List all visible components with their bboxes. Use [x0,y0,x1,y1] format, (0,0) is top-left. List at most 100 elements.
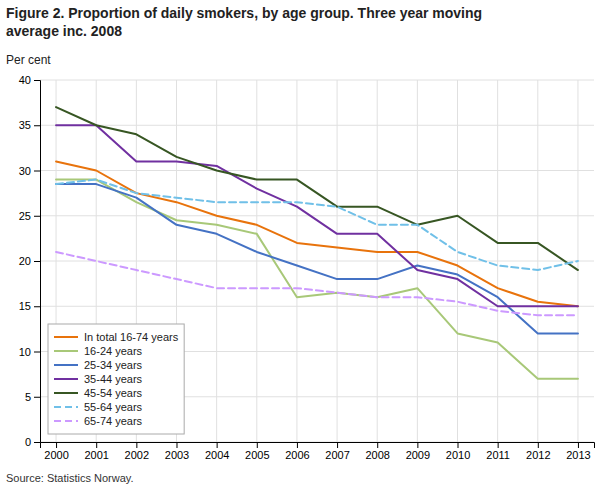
legend-swatch [54,336,78,338]
x-tick-label: 2008 [365,449,389,461]
y-tick-mark [34,216,40,217]
x-tick-mark [498,442,499,448]
legend-swatch [54,420,78,422]
x-tick-label: 2005 [245,449,269,461]
y-tick: 0 [25,436,40,448]
legend-label: 35-44 years [84,373,143,385]
y-tick-label: 25 [19,210,31,222]
y-tick: 30 [19,165,40,177]
x-tick-label: 2002 [125,449,149,461]
y-axis-label: Per cent [6,53,51,67]
series-line [56,184,578,333]
legend-label: 65-74 years [84,415,143,427]
legend-swatch [54,378,78,380]
subtitle: average inc. 2008 [6,23,122,39]
x-axis-line [41,443,595,449]
series-line [56,161,578,306]
x-tick: 2010 [446,442,470,461]
x-tick-mark [417,442,418,448]
x-tick-label: 2007 [325,449,349,461]
x-tick-mark [56,442,57,448]
x-tick: 2001 [84,442,108,461]
x-tick-mark [217,442,218,448]
legend-swatch [54,392,78,394]
y-tick-label: 30 [19,165,31,177]
y-axis-line [34,81,41,443]
x-tick: 2003 [165,442,189,461]
y-tick: 20 [19,255,40,267]
y-tick-label: 35 [19,119,31,131]
x-tick-label: 2012 [526,449,550,461]
y-tick-mark [34,352,40,353]
y-tick-label: 20 [19,255,31,267]
legend-label: 25-34 years [84,359,143,371]
x-tick-label: 2006 [285,449,309,461]
y-grid-line [40,261,594,262]
plot-area [56,107,578,379]
x-tick: 2009 [406,442,430,461]
title: Figure 2. Proportion of daily smokers, b… [6,5,482,21]
source: Source: Statistics Norway. [6,472,134,484]
legend-swatch [54,406,78,408]
y-tick: 35 [19,119,40,131]
legend-label: 16-24 years [84,345,143,357]
x-tick: 2012 [526,442,550,461]
legend-box [48,324,184,434]
x-tick: 2005 [245,442,269,461]
x-tick-label: 2013 [566,449,590,461]
chart: Figure 2. Proportion of daily smokers, b… [0,0,610,488]
x-tick-mark [257,442,258,448]
grid [40,80,594,442]
x-tick-label: 2009 [406,449,430,461]
legend-swatch [54,350,78,352]
series-line [56,107,578,270]
y-tick-mark [34,442,40,443]
x-tick-mark [458,442,459,448]
series-line [56,125,578,306]
x-tick: 2002 [125,442,149,461]
legend-label: In total 16-74 years [84,331,179,343]
x-tick: 2006 [285,442,309,461]
x-tick-label: 2004 [205,449,229,461]
y-tick-label: 5 [25,391,31,403]
y-grid-line [40,125,594,126]
x-tick-label: 2001 [84,449,108,461]
x-axis: 2000 2001 2002 2003 2004 2005 2006 2007 2008 2009… [41,442,595,461]
y-grid-line [40,170,594,171]
y-tick-mark [34,171,40,172]
y-axis: 0 5 10 15 20 25 30 35 40 [19,74,41,448]
series-line [56,252,578,315]
y-tick: 15 [19,300,40,312]
x-tick-mark [578,442,579,448]
y-tick-mark [34,306,40,307]
y-grid-line [40,80,594,81]
y-tick: 40 [19,74,40,86]
legend-label: 55-64 years [84,401,143,413]
x-tick: 2000 [44,442,68,461]
x-tick-label: 2000 [44,449,68,461]
x-tick-mark [136,442,137,448]
legend-label: 45-54 years [84,387,143,399]
x-tick: 2007 [325,442,349,461]
x-tick: 2011 [486,442,510,461]
series-line [56,180,578,379]
legend-swatch [54,364,78,366]
y-tick: 5 [25,391,40,403]
y-tick-label: 15 [19,300,31,312]
y-tick-mark [34,80,40,81]
series-line [56,180,578,270]
y-tick-label: 0 [25,436,31,448]
x-tick-label: 2011 [486,449,510,461]
y-tick: 10 [19,346,40,358]
x-tick-mark [377,442,378,448]
x-tick-mark [538,442,539,448]
x-tick-mark [297,442,298,448]
x-tick-mark [337,442,338,448]
y-tick-mark [34,261,40,262]
y-tick-mark [34,397,40,398]
x-tick-label: 2003 [165,449,189,461]
x-tick: 2013 [566,442,590,461]
x-tick-mark [96,442,97,448]
x-tick-label: 2010 [446,449,470,461]
y-tick: 25 [19,210,40,222]
